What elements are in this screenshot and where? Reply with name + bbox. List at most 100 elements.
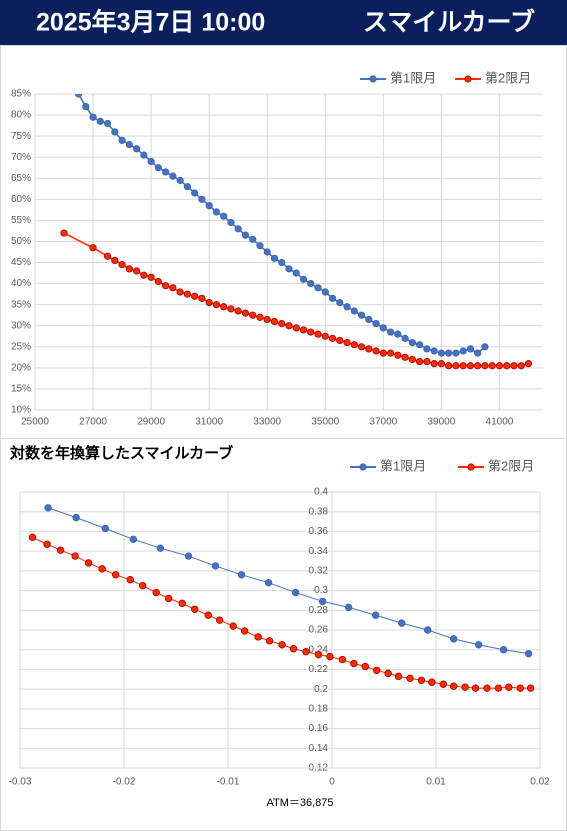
data-point [229, 622, 237, 630]
legend-label: 第1限月 [380, 458, 426, 473]
data-point [241, 309, 250, 317]
data-point [133, 145, 141, 153]
data-point [321, 288, 329, 296]
data-point [240, 627, 249, 635]
data-point [220, 303, 228, 311]
data-point [318, 597, 327, 606]
y-tick-label: 0.38 [309, 506, 329, 517]
data-point [373, 666, 381, 675]
legend-label: 第2限月 [485, 70, 531, 85]
data-point [101, 524, 109, 533]
data-point [211, 562, 220, 570]
y-tick-label: 0.26 [309, 625, 329, 636]
x-tick-label: -0.01 [217, 777, 240, 788]
data-point [452, 349, 460, 357]
data-point [285, 322, 293, 330]
annotation: ATM＝36,875 [266, 797, 333, 809]
data-point [299, 326, 308, 334]
x-tick-label: 29000 [137, 417, 165, 428]
y-tick-label: 15% [11, 384, 31, 395]
legend-marker [464, 75, 472, 83]
data-point [278, 258, 286, 267]
data-point [44, 504, 52, 512]
data-point [336, 336, 344, 345]
data-point [408, 338, 416, 347]
data-point [471, 684, 480, 692]
x-tick-label: 37000 [369, 417, 397, 428]
data-point [178, 599, 186, 608]
header-date: 2025年3月7日 10:00 [36, 8, 265, 37]
data-point [82, 103, 90, 111]
y-tick-label: 0.2 [314, 684, 328, 695]
data-point [98, 565, 106, 573]
data-point [449, 682, 458, 690]
x-tick-label: 25000 [21, 417, 49, 428]
data-point [220, 212, 228, 220]
data-point [198, 294, 206, 302]
data-point [343, 338, 351, 347]
data-point [474, 641, 483, 649]
data-point [379, 349, 387, 357]
data-point [401, 334, 409, 342]
y-tick-label: 0.22 [309, 664, 329, 675]
data-point [204, 611, 212, 619]
y-tick-label: 0.28 [309, 605, 329, 616]
x-tick-label: -0.03 [9, 777, 32, 788]
data-point [495, 362, 504, 370]
data-point [72, 513, 80, 522]
data-point [483, 684, 491, 692]
data-point [212, 301, 221, 309]
data-point [314, 330, 322, 338]
data-point [254, 633, 262, 641]
data-point [344, 603, 353, 612]
data-point [165, 594, 173, 603]
data-point [365, 315, 373, 324]
data-point [314, 650, 323, 659]
data-point [278, 641, 286, 649]
data-point [96, 117, 104, 125]
y-tick-label: 0.4 [314, 487, 328, 498]
data-point [263, 248, 271, 256]
data-point [423, 357, 431, 366]
y-tick-label: 70% [11, 152, 31, 163]
data-point [394, 672, 403, 681]
data-point [406, 674, 414, 682]
data-point [445, 349, 453, 357]
data-point [499, 646, 508, 654]
y-tick-label: 20% [11, 363, 31, 374]
data-point [205, 202, 213, 210]
data-point [169, 172, 177, 180]
data-point [264, 578, 273, 587]
y-tick-label: 85% [11, 89, 31, 100]
data-point [307, 328, 315, 336]
data-point [445, 362, 453, 370]
data-point [350, 341, 358, 349]
data-point [212, 208, 221, 216]
data-point [449, 635, 458, 643]
data-point [371, 611, 380, 619]
data-point [326, 652, 334, 661]
y-tick-label: 0.3 [314, 585, 328, 596]
chart-title: 対数を年換算したスマイルカーブ [9, 444, 233, 462]
data-point [234, 225, 242, 233]
data-point [494, 684, 503, 692]
data-point [394, 330, 402, 338]
data-point [191, 189, 199, 197]
data-point [198, 195, 206, 203]
data-point [191, 292, 199, 300]
data-point [524, 649, 533, 658]
data-point [265, 637, 274, 645]
header-bar [0, 0, 567, 45]
data-point [430, 347, 438, 355]
data-point [111, 571, 120, 579]
data-point [379, 324, 387, 332]
data-point [270, 317, 279, 326]
data-point [60, 229, 68, 237]
data-point [461, 683, 469, 691]
data-point [394, 351, 402, 359]
data-point [56, 546, 65, 554]
data-point [278, 320, 286, 328]
data-point [474, 349, 482, 357]
